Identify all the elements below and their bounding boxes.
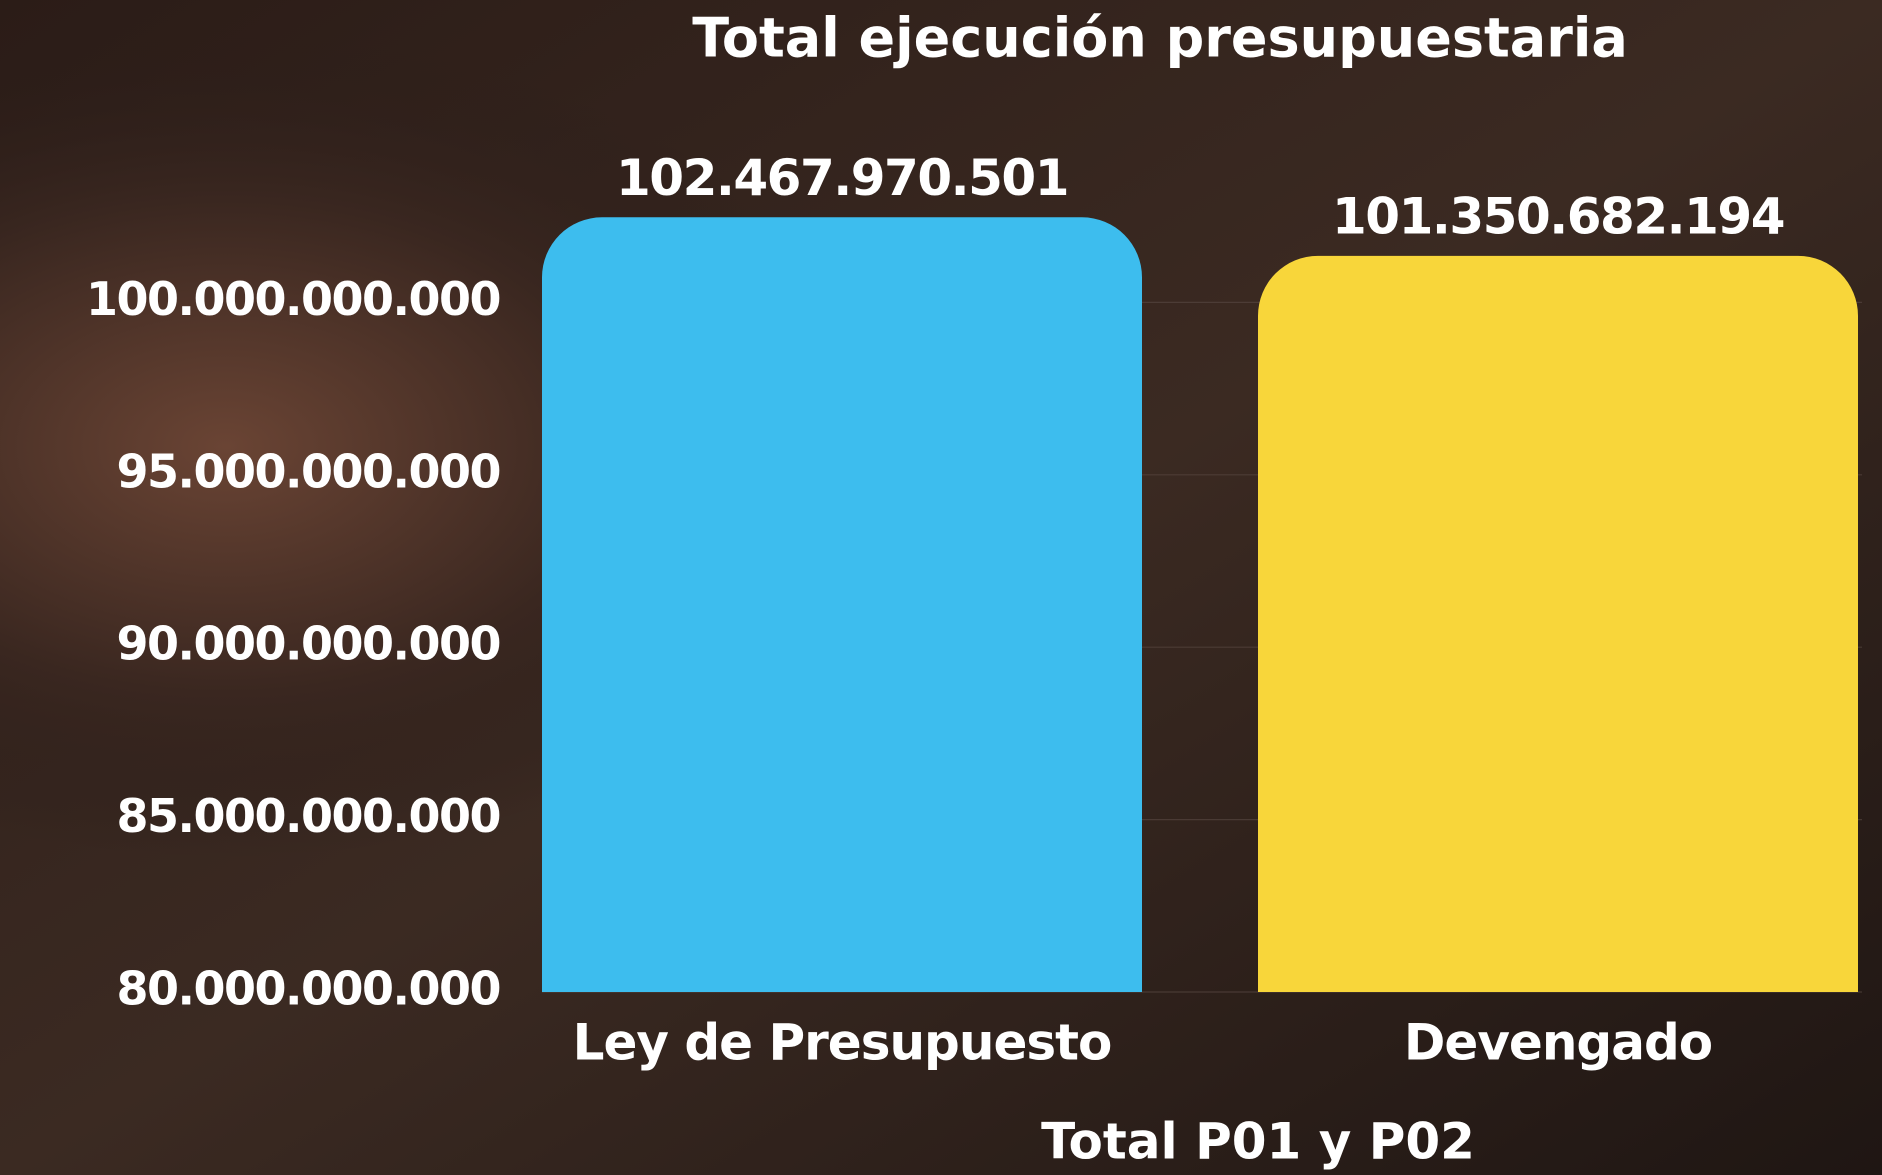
y-tick-label: 85.000.000.000 xyxy=(117,789,501,843)
bar xyxy=(1258,256,1858,992)
y-tick-label: 95.000.000.000 xyxy=(117,444,501,498)
y-tick-label: 90.000.000.000 xyxy=(117,617,501,671)
value-label: 101.350.682.194 xyxy=(1332,187,1784,245)
y-tick-label: 100.000.000.000 xyxy=(86,272,500,326)
chart-title: Total ejecución presupuestaria xyxy=(692,7,1628,70)
x-tick-label: Devengado xyxy=(1404,1014,1712,1072)
x-tick-label: Ley de Presupuesto xyxy=(573,1014,1112,1072)
value-label: 102.467.970.501 xyxy=(616,149,1068,207)
chart: Total ejecución presupuestaria Total P01… xyxy=(0,0,1882,1175)
x-axis-label: Total P01 y P02 xyxy=(1041,1113,1475,1171)
y-tick-label: 80.000.000.000 xyxy=(117,962,501,1016)
bar xyxy=(542,217,1142,992)
